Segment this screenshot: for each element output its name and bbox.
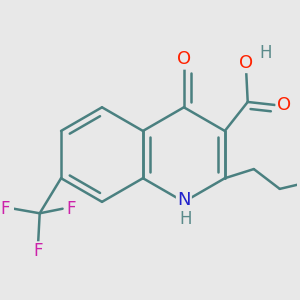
Text: N: N <box>177 191 190 209</box>
Text: O: O <box>239 54 253 72</box>
Text: H: H <box>179 210 192 228</box>
Text: O: O <box>177 50 191 68</box>
Text: F: F <box>1 200 10 218</box>
Text: F: F <box>33 242 43 260</box>
Text: H: H <box>260 44 272 62</box>
Text: F: F <box>66 200 76 218</box>
Text: O: O <box>277 96 291 114</box>
